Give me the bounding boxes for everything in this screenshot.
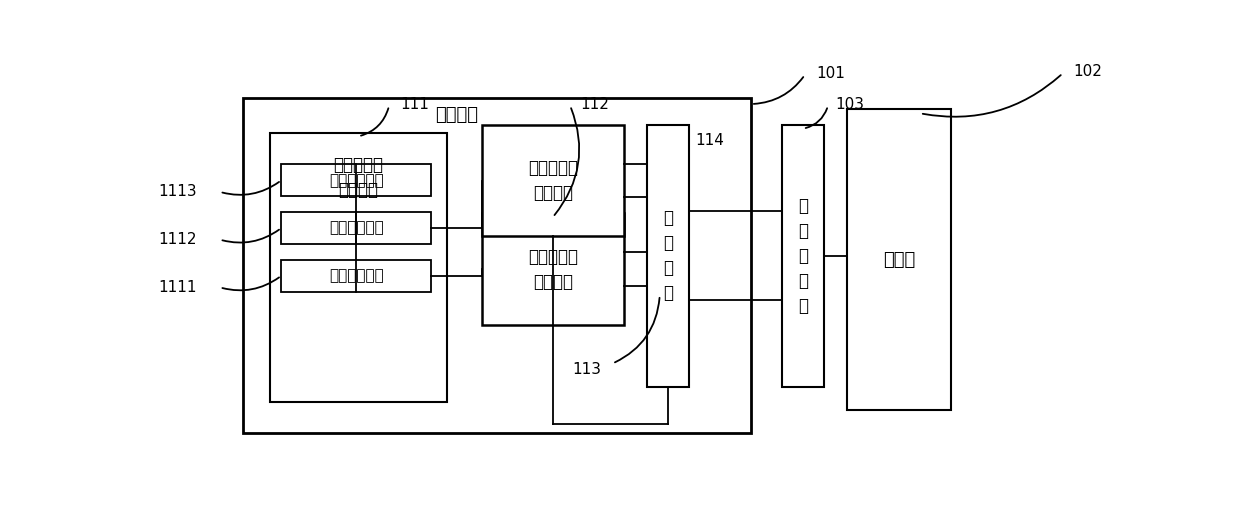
Text: 1112: 1112 xyxy=(159,232,197,247)
Text: 第二诊断单元: 第二诊断单元 xyxy=(329,173,383,188)
Text: 数字处理和
主控模块: 数字处理和 主控模块 xyxy=(334,155,383,199)
Bar xyxy=(647,125,689,387)
Text: 主板发信号
链路模块: 主板发信号 链路模块 xyxy=(528,248,578,291)
Bar xyxy=(781,125,825,387)
Text: 103: 103 xyxy=(836,96,864,112)
Bar xyxy=(281,164,432,197)
Text: 射
频
连
接
器: 射 频 连 接 器 xyxy=(799,197,808,315)
Bar xyxy=(481,125,624,237)
Text: 112: 112 xyxy=(580,96,609,112)
Text: 射
频
开
关: 射 频 开 关 xyxy=(663,209,673,302)
Bar xyxy=(243,98,751,433)
Bar xyxy=(481,213,624,325)
Text: 111: 111 xyxy=(399,96,429,112)
Bar xyxy=(281,212,432,244)
Text: 第一控制单元: 第一控制单元 xyxy=(329,268,383,283)
Bar xyxy=(847,110,951,409)
Text: 1113: 1113 xyxy=(157,184,197,199)
Text: 101: 101 xyxy=(816,66,846,81)
Text: 功放板: 功放板 xyxy=(883,251,915,269)
Text: 主板收信号
链路模块: 主板收信号 链路模块 xyxy=(528,159,578,202)
Text: 114: 114 xyxy=(696,133,724,148)
Text: 收发机板: 收发机板 xyxy=(435,106,477,124)
Text: 102: 102 xyxy=(1073,64,1101,79)
Bar xyxy=(270,132,446,402)
Text: 113: 113 xyxy=(572,362,601,377)
Text: 1111: 1111 xyxy=(159,280,197,295)
Bar xyxy=(281,260,432,292)
Text: 第一诊断单元: 第一诊断单元 xyxy=(329,220,383,236)
